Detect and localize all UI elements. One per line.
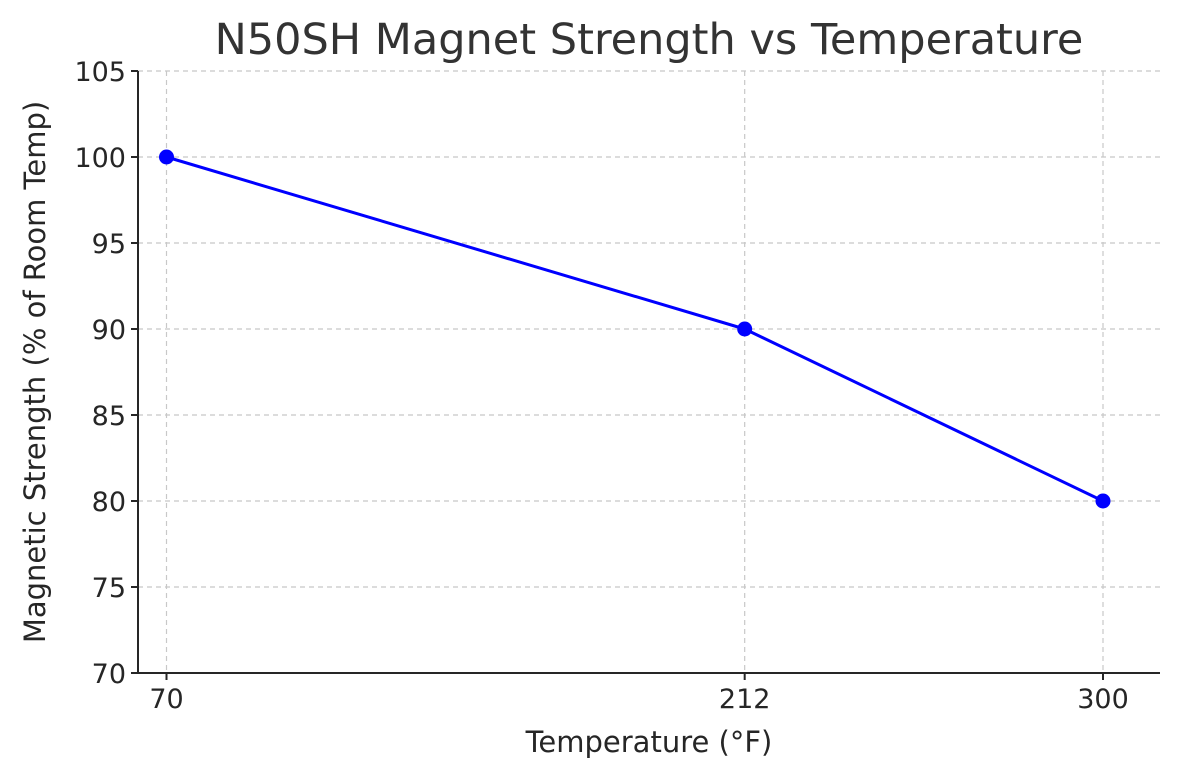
y-tick-label: 100 <box>74 143 126 174</box>
x-axis-ticks: 70 212 300 <box>149 673 1129 715</box>
series-group <box>159 149 1111 509</box>
y-axis-ticks: 70 75 80 85 90 95 100 105 <box>74 57 138 690</box>
y-tick-label: 70 <box>92 659 126 690</box>
grid <box>138 70 1160 673</box>
x-tick-label: 70 <box>149 684 183 715</box>
y-tick-label: 85 <box>92 401 126 432</box>
y-tick-label: 95 <box>92 229 126 260</box>
data-point <box>737 321 753 337</box>
y-tick-label: 80 <box>92 487 126 518</box>
x-tick-label: 300 <box>1077 684 1129 715</box>
y-tick-label: 105 <box>74 57 126 88</box>
data-point <box>159 149 175 165</box>
axes <box>137 71 1160 674</box>
y-tick-label: 90 <box>92 315 126 346</box>
x-tick-label: 212 <box>719 684 771 715</box>
y-axis-title: Magnetic Strength (% of Room Temp) <box>18 101 52 643</box>
data-point <box>1095 493 1111 509</box>
x-axis-title: Temperature (°F) <box>525 725 773 759</box>
y-tick-label: 75 <box>92 573 126 604</box>
chart-title: N50SH Magnet Strength vs Temperature <box>215 15 1084 65</box>
